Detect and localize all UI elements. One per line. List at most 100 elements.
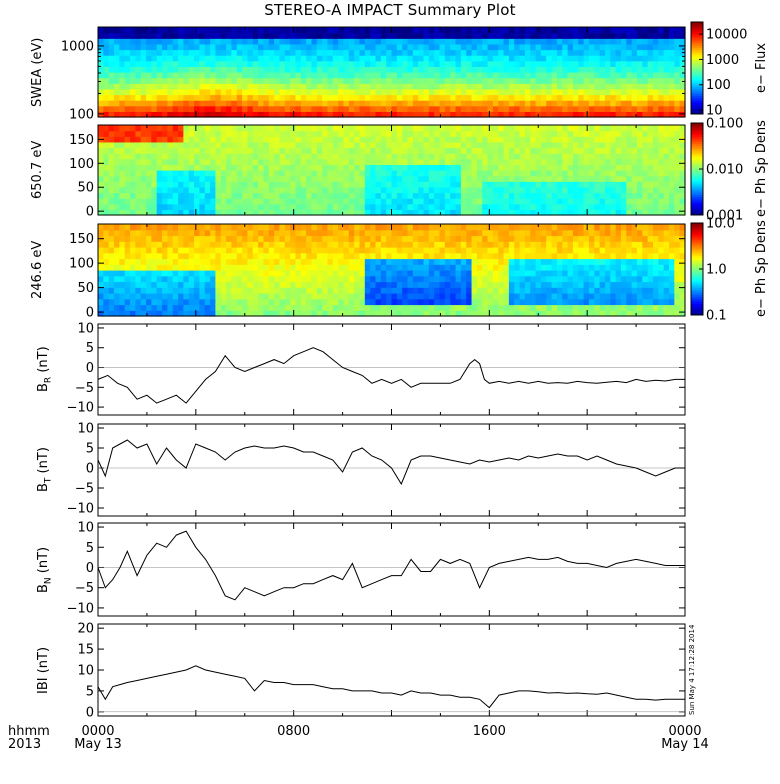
heatmap-cell bbox=[525, 83, 531, 89]
heatmap-cell bbox=[162, 38, 168, 44]
heatmap-cell bbox=[626, 95, 632, 101]
heatmap-cell bbox=[600, 106, 606, 112]
heatmap-cell bbox=[530, 187, 536, 193]
heatmap-cell bbox=[632, 187, 638, 193]
heatmap-cell bbox=[311, 293, 317, 299]
heatmap-cell bbox=[445, 287, 451, 293]
heatmap-cell bbox=[311, 259, 317, 265]
heatmap-cell bbox=[130, 95, 136, 101]
heatmap-cell bbox=[199, 164, 205, 170]
heatmap-cell bbox=[648, 55, 654, 61]
heatmap-cell bbox=[146, 38, 152, 44]
heatmap-cell bbox=[199, 170, 205, 176]
heatmap-cell bbox=[125, 33, 131, 39]
heatmap-cell bbox=[306, 100, 312, 106]
heatmap-cell bbox=[178, 270, 184, 276]
heatmap-cell bbox=[274, 61, 280, 67]
heatmap-cell bbox=[589, 164, 595, 170]
heatmap-cell bbox=[658, 72, 664, 78]
heatmap-cell bbox=[354, 55, 360, 61]
heatmap-cell bbox=[253, 187, 259, 193]
heatmap-cell bbox=[194, 38, 200, 44]
heatmap-cell bbox=[488, 259, 494, 265]
heatmap-cell bbox=[498, 270, 504, 276]
heatmap-cell bbox=[370, 78, 376, 84]
heatmap-cell bbox=[125, 72, 131, 78]
heatmap-cell bbox=[349, 89, 355, 95]
heatmap-cell bbox=[477, 299, 483, 305]
heatmap-cell bbox=[669, 66, 675, 72]
heatmap-cell bbox=[306, 153, 312, 159]
heatmap-cell bbox=[130, 270, 136, 276]
heatmap-cell bbox=[215, 305, 221, 311]
heatmap-cell bbox=[514, 131, 520, 137]
heatmap-cell bbox=[429, 181, 435, 187]
heatmap-cell bbox=[221, 38, 227, 44]
heatmap-cell bbox=[343, 72, 349, 78]
heatmap-cell bbox=[205, 204, 211, 210]
heatmap-cell bbox=[247, 55, 253, 61]
heatmap-cell bbox=[482, 264, 488, 270]
heatmap-cell bbox=[327, 247, 333, 253]
heatmap-cell bbox=[392, 170, 398, 176]
heatmap-cell bbox=[253, 83, 259, 89]
heatmap-cell bbox=[642, 55, 648, 61]
heatmap-cell bbox=[482, 170, 488, 176]
heatmap-cell bbox=[253, 276, 259, 282]
heatmap-cell bbox=[162, 193, 168, 199]
heatmap-cell bbox=[472, 136, 478, 142]
heatmap-cell bbox=[573, 44, 579, 50]
heatmap-cell bbox=[493, 282, 499, 288]
heatmap-cell bbox=[375, 270, 381, 276]
heatmap-cell bbox=[226, 305, 232, 311]
heatmap-cell bbox=[199, 253, 205, 259]
heatmap-cell bbox=[130, 181, 136, 187]
heatmap-cell bbox=[600, 153, 606, 159]
heatmap-cell bbox=[520, 106, 526, 112]
heatmap-cell bbox=[247, 299, 253, 305]
heatmap-cell bbox=[269, 181, 275, 187]
heatmap-cell bbox=[103, 276, 109, 282]
heatmap-cell bbox=[263, 89, 269, 95]
heatmap-cell bbox=[290, 276, 296, 282]
heatmap-cell bbox=[354, 66, 360, 72]
heatmap-cell bbox=[477, 198, 483, 204]
heatmap-cell bbox=[365, 159, 371, 165]
heatmap-cell bbox=[370, 181, 376, 187]
heatmap-cell bbox=[674, 181, 680, 187]
heatmap-cell bbox=[637, 181, 643, 187]
heatmap-cell bbox=[600, 198, 606, 204]
heatmap-cell bbox=[375, 305, 381, 311]
heatmap-cell bbox=[162, 142, 168, 148]
heatmap-cell bbox=[205, 230, 211, 236]
heatmap-cell bbox=[541, 27, 547, 33]
heatmap-cell bbox=[130, 33, 136, 39]
heatmap-cell bbox=[397, 27, 403, 33]
heatmap-cell bbox=[130, 299, 136, 305]
heatmap-cell bbox=[157, 33, 163, 39]
heatmap-cell bbox=[295, 270, 301, 276]
heatmap-cell bbox=[114, 44, 120, 50]
heatmap-cell bbox=[477, 270, 483, 276]
heatmap-cell bbox=[285, 142, 291, 148]
heatmap-cell bbox=[263, 106, 269, 112]
heatmap-cell bbox=[327, 204, 333, 210]
heatmap-cell bbox=[295, 61, 301, 67]
heatmap-cell bbox=[365, 95, 371, 101]
heatmap-cell bbox=[162, 106, 168, 112]
heatmap-cell bbox=[333, 187, 339, 193]
heatmap-cell bbox=[509, 44, 515, 50]
heatmap-cell bbox=[365, 305, 371, 311]
heatmap-cell bbox=[365, 181, 371, 187]
heatmap-cell bbox=[354, 50, 360, 56]
heatmap-cell bbox=[194, 247, 200, 253]
heatmap-cell bbox=[626, 198, 632, 204]
heatmap-cell bbox=[530, 204, 536, 210]
heatmap-cell bbox=[141, 236, 147, 242]
heatmap-cell bbox=[514, 66, 520, 72]
heatmap-cell bbox=[215, 89, 221, 95]
heatmap-cell bbox=[594, 66, 600, 72]
heatmap-cell bbox=[263, 305, 269, 311]
heatmap-cell bbox=[557, 61, 563, 67]
heatmap-cell bbox=[434, 89, 440, 95]
